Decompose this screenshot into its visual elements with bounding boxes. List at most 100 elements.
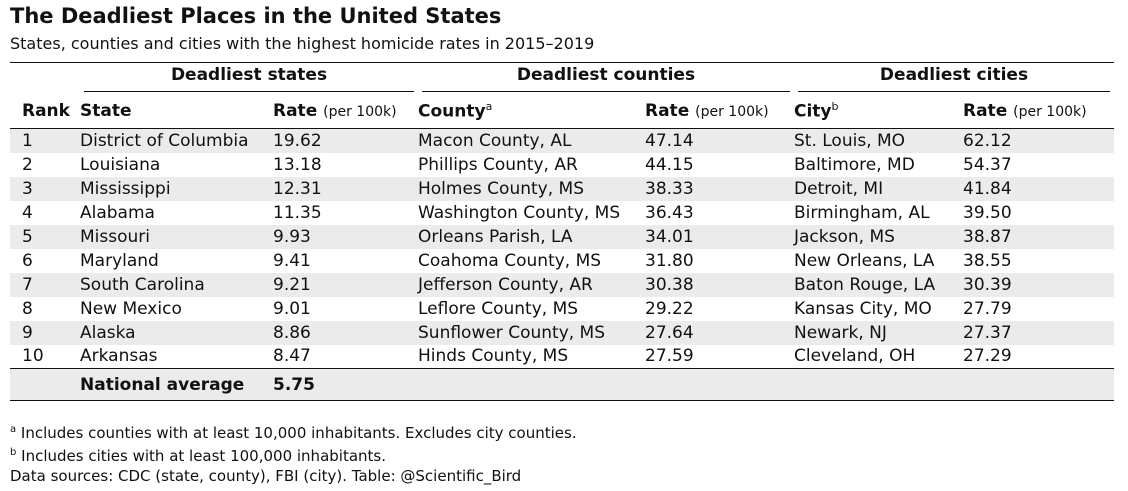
col-county-footnote-mark: a <box>485 99 493 113</box>
col-city: Cityb <box>794 94 963 129</box>
col-county-rate-label: Rate <box>645 100 690 121</box>
cell-city-rate: 27.79 <box>963 298 1012 319</box>
cell-rank: 1 <box>22 130 33 151</box>
cell-state-rate: 8.47 <box>273 346 311 367</box>
group-spacer <box>10 63 80 94</box>
cell-county: Sunflower County, MS <box>418 322 606 343</box>
avg-spacer <box>10 368 80 401</box>
cell-county-rate: 27.59 <box>645 346 694 367</box>
group-header-row: Deadliest states Deadliest counties Dead… <box>10 62 1114 94</box>
col-county-rate-unit: (per 100k) <box>695 103 769 120</box>
cell-rank: 8 <box>22 298 33 319</box>
cell-county-rate: 36.43 <box>645 202 694 223</box>
cell-city: St. Louis, MO <box>794 130 906 151</box>
table-row: 9 Alaska 8.86 Sunflower County, MS 27.64… <box>10 320 1114 345</box>
table-row: 4 Alabama 11.35 Washington County, MS 36… <box>10 201 1114 225</box>
col-rank: Rank <box>22 100 70 121</box>
table-row: 10 Arkansas 8.47 Hinds County, MS 27.59 … <box>10 345 1114 369</box>
cell-state-rate: 8.86 <box>273 322 311 343</box>
cell-rank: 7 <box>22 274 33 295</box>
avg-empty <box>963 368 1114 401</box>
cell-county: Holmes County, MS <box>418 178 584 199</box>
col-state: State <box>80 100 132 121</box>
cell-county-rate: 38.33 <box>645 178 694 199</box>
cell-county: Macon County, AL <box>418 130 572 151</box>
cell-county: Hinds County, MS <box>418 346 569 367</box>
col-state-rate-label: Rate <box>273 100 318 121</box>
cell-state-rate: 19.62 <box>273 130 322 151</box>
cell-city: New Orleans, LA <box>794 250 935 271</box>
cell-county: Washington County, MS <box>418 202 621 223</box>
national-average-label: National average <box>80 368 273 401</box>
cell-city: Baton Rouge, LA <box>794 274 936 295</box>
page-subtitle: States, counties and cities with the hig… <box>10 34 595 53</box>
cell-state-rate: 9.93 <box>273 226 311 247</box>
col-city-rate-unit: (per 100k) <box>1013 103 1087 120</box>
avg-empty <box>794 368 963 401</box>
table-row: 1 District of Columbia 19.62 Macon Count… <box>10 128 1114 153</box>
data-sources: Data sources: CDC (state, county), FBI (… <box>10 467 522 485</box>
cell-rank: 3 <box>22 178 33 199</box>
national-average-row: National average 5.75 <box>10 368 1114 401</box>
cell-city-rate: 54.37 <box>963 154 1012 175</box>
cell-state-rate: 11.35 <box>273 202 322 223</box>
cell-rank: 2 <box>22 154 33 175</box>
cell-county-rate: 44.15 <box>645 154 694 175</box>
footnote-b-mark: b <box>10 447 17 458</box>
cell-county: Leflore County, MS <box>418 298 579 319</box>
cell-city-rate: 62.12 <box>963 130 1012 151</box>
cell-state: Maryland <box>80 250 159 271</box>
cell-rank: 6 <box>22 250 33 271</box>
col-state-rate-unit: (per 100k) <box>323 103 397 120</box>
footnote-a-text: Includes counties with at least 10,000 i… <box>20 424 577 442</box>
cell-city-rate: 27.37 <box>963 322 1012 343</box>
col-city-rate: Rate (per 100k) <box>963 94 1114 129</box>
avg-empty <box>418 368 645 401</box>
table-row: 3 Mississippi 12.31 Holmes County, MS 38… <box>10 176 1114 201</box>
cell-city: Birmingham, AL <box>794 202 930 223</box>
cell-state: Missouri <box>80 226 150 247</box>
group-states-label: Deadliest states <box>84 65 414 92</box>
cell-state-rate: 9.41 <box>273 250 311 271</box>
group-counties-label: Deadliest counties <box>422 65 790 92</box>
cell-state: Alaska <box>80 322 136 343</box>
cell-city: Baltimore, MD <box>794 154 915 175</box>
cell-county: Coahoma County, MS <box>418 250 602 271</box>
group-counties: Deadliest counties <box>418 63 794 94</box>
footnotes: a Includes counties with at least 10,000… <box>10 420 577 486</box>
cell-city: Jackson, MS <box>794 226 895 247</box>
table-row: 5 Missouri 9.93 Orleans Parish, LA 34.01… <box>10 224 1114 249</box>
cell-county: Jefferson County, AR <box>418 274 593 295</box>
cell-county-rate: 47.14 <box>645 130 694 151</box>
col-city-footnote-mark: b <box>831 99 839 113</box>
cell-city-rate: 39.50 <box>963 202 1012 223</box>
table-row: 7 South Carolina 9.21 Jefferson County, … <box>10 272 1114 297</box>
group-cities: Deadliest cities <box>794 63 1114 94</box>
cell-city-rate: 38.87 <box>963 226 1012 247</box>
table-row: 2 Louisiana 13.18 Phillips County, AR 44… <box>10 153 1114 177</box>
national-average-rate: 5.75 <box>273 368 418 401</box>
footnote-a: a Includes counties with at least 10,000… <box>10 420 577 443</box>
cell-county-rate: 27.64 <box>645 322 694 343</box>
cell-state: Arkansas <box>80 346 158 367</box>
cell-county-rate: 29.22 <box>645 298 694 319</box>
cell-city-rate: 30.39 <box>963 274 1012 295</box>
group-states: Deadliest states <box>80 63 418 94</box>
table-row: 8 New Mexico 9.01 Leflore County, MS 29.… <box>10 297 1114 321</box>
cell-county: Phillips County, AR <box>418 154 578 175</box>
group-cities-label: Deadliest cities <box>798 65 1110 92</box>
cell-city-rate: 41.84 <box>963 178 1012 199</box>
column-header-row: Rank State Rate (per 100k) Countya Rate … <box>10 94 1114 129</box>
col-state-rate: Rate (per 100k) <box>273 94 418 129</box>
cell-city-rate: 38.55 <box>963 250 1012 271</box>
col-city-label: City <box>794 101 832 122</box>
col-city-rate-label: Rate <box>963 100 1008 121</box>
cell-state: South Carolina <box>80 274 205 295</box>
footnote-b-text: Includes cities with at least 100,000 in… <box>21 447 386 465</box>
cell-rank: 10 <box>22 346 44 367</box>
cell-city: Cleveland, OH <box>794 346 916 367</box>
footnote-a-mark: a <box>10 424 17 435</box>
cell-county-rate: 31.80 <box>645 250 694 271</box>
cell-city: Kansas City, MO <box>794 298 932 319</box>
cell-state: Mississippi <box>80 178 171 199</box>
